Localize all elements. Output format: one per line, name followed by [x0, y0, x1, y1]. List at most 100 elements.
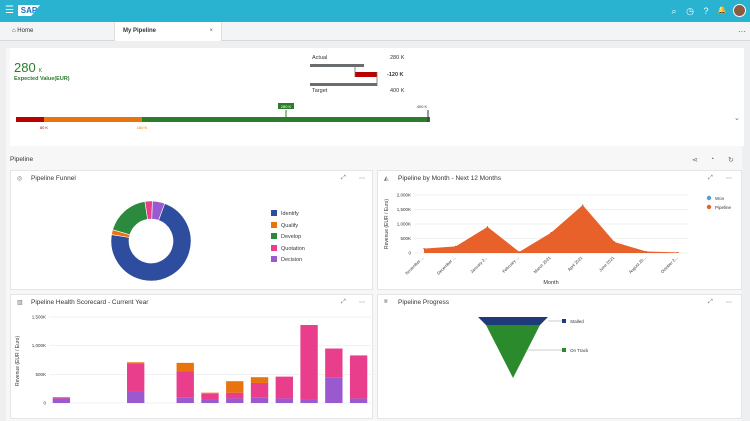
chevron-down-icon[interactable]: ⌄	[734, 115, 740, 122]
funnel-donut	[110, 200, 192, 282]
donut-slice-develop[interactable]	[112, 201, 148, 236]
bar-segment[interactable]	[127, 362, 145, 365]
donut-slice-identify[interactable]	[110, 203, 192, 282]
donut-slice-decision[interactable]	[151, 200, 166, 221]
kpi-unit: K	[38, 68, 43, 74]
kpi-label: Expected Value(EUR)	[14, 76, 70, 82]
pipeline-by-month-card: ◭ Pipeline by Month - Next 12 Months ⤢ ⋯…	[377, 170, 742, 290]
x-tick-label: December ...	[436, 255, 456, 275]
expand-icon[interactable]: ⤢	[708, 299, 713, 305]
y-tick-label: 2,000K	[397, 193, 411, 198]
bar-segment[interactable]	[52, 398, 71, 403]
tab-my-pipeline[interactable]: My Pipeline ×	[114, 22, 222, 41]
legend-item-decision[interactable]: Decision	[271, 256, 305, 263]
avatar[interactable]	[733, 4, 746, 17]
delta-value: -120 K	[387, 72, 404, 78]
bar-segment[interactable]	[275, 398, 293, 403]
x-tick-label: August 20...	[628, 255, 647, 274]
y-tick-label: 500K	[35, 372, 46, 377]
bar-segment[interactable]	[52, 397, 71, 399]
data-point[interactable]	[518, 251, 520, 253]
legend-item-qualify[interactable]: Qualify	[271, 221, 305, 229]
search-icon[interactable]: ⌕	[671, 6, 677, 16]
bar-segment[interactable]	[176, 397, 194, 403]
y-axis-label: Revenue (EUR / Euro)	[384, 199, 390, 249]
bar-segment[interactable]	[325, 348, 343, 378]
bar-segment[interactable]	[127, 364, 145, 392]
x-tick-label: November ...	[404, 255, 424, 275]
bar-segment[interactable]	[250, 382, 269, 398]
expand-icon[interactable]: ⤢	[341, 175, 346, 181]
bar-segment[interactable]	[275, 376, 293, 399]
progress-funnel: Stalled On Track	[478, 317, 589, 378]
expand-icon[interactable]: ⤢	[708, 175, 713, 181]
more-icon[interactable]: ⋯	[359, 300, 365, 306]
bar-segment[interactable]	[176, 362, 194, 372]
by-month-chart: Revenue (EUR / Euro) 2,000K 1,500K 1,000K 50…	[384, 193, 732, 287]
bar-segment[interactable]	[226, 392, 244, 399]
close-icon[interactable]: ×	[209, 28, 213, 34]
bar-segment[interactable]	[127, 391, 145, 403]
menu-icon[interactable]: ☰	[5, 5, 14, 16]
data-point[interactable]	[455, 245, 457, 247]
bar-segment[interactable]	[325, 377, 343, 403]
marker-target-text: 400 K	[417, 104, 428, 109]
settings-icon[interactable]: ◔	[710, 156, 715, 163]
help-icon[interactable]: ?	[703, 6, 709, 16]
funnel-on-track	[486, 325, 540, 378]
legend-item-develop[interactable]: Develop	[271, 233, 305, 240]
bar-segment[interactable]	[300, 399, 318, 403]
data-point[interactable]	[550, 232, 552, 234]
kpi-number: 280	[14, 60, 36, 75]
legend-label: Decision	[281, 257, 303, 263]
history-icon[interactable]: ◷	[686, 6, 694, 16]
bar-segment[interactable]	[176, 371, 194, 398]
tab-home[interactable]: ⌂ Home	[4, 22, 114, 41]
more-icon[interactable]: ⋯	[726, 176, 732, 182]
card-title: Pipeline by Month - Next 12 Months	[398, 175, 501, 182]
legend-label: Qualify	[281, 222, 299, 229]
refresh-icon[interactable]: ↻	[728, 157, 734, 164]
y-tick-label: 0	[43, 401, 46, 406]
bar-segment[interactable]	[201, 393, 219, 400]
more-icon[interactable]: ⋯	[738, 27, 746, 36]
bar-segment[interactable]	[201, 399, 219, 403]
bar-segment[interactable]	[300, 325, 318, 400]
legend-item-quotation[interactable]: Quotation	[271, 244, 305, 252]
share-icon[interactable]: ⋖	[692, 157, 698, 164]
data-point[interactable]	[613, 241, 616, 243]
kpi-card: 280 K Expected Value(EUR) Actual 280 K -1…	[10, 48, 744, 146]
data-point[interactable]	[486, 226, 489, 228]
target-value: 400 K	[390, 88, 405, 94]
data-point[interactable]	[423, 248, 425, 250]
legend-swatch	[271, 221, 277, 228]
legend-label-won[interactable]: Won	[715, 196, 725, 201]
bar-segment[interactable]	[201, 392, 219, 394]
data-point[interactable]	[645, 250, 647, 253]
bar-segment[interactable]	[250, 397, 269, 403]
more-icon[interactable]: ⋯	[726, 300, 732, 306]
tick-mid: 160 K	[137, 125, 148, 130]
section-title: Pipeline	[10, 156, 34, 163]
sap-logo[interactable]: SAP	[18, 5, 40, 16]
bar-segment[interactable]	[250, 377, 269, 383]
expand-icon[interactable]: ⤢	[341, 299, 346, 305]
home-icon: ⌂	[12, 28, 18, 34]
legend-item-identify[interactable]: Identify	[271, 210, 305, 217]
legend-label-pipeline[interactable]: Pipeline	[715, 205, 732, 210]
bell-icon[interactable]: 🔔	[717, 7, 727, 14]
variance-chart	[310, 64, 378, 86]
actual-label: Actual	[312, 55, 328, 61]
legend-swatch	[271, 233, 277, 239]
more-icon[interactable]: ⋯	[359, 176, 365, 182]
data-point[interactable]	[677, 251, 679, 254]
shell-bar: ☰ SAP ⌕ ◷ ? 🔔	[0, 0, 750, 22]
bar-segment[interactable]	[349, 355, 368, 399]
kpi-value: 280 K	[14, 60, 42, 75]
series-pipeline-area[interactable]	[424, 205, 678, 253]
bar-segment[interactable]	[349, 398, 368, 403]
legend-swatch	[271, 256, 277, 262]
data-point[interactable]	[582, 204, 584, 206]
bar-segment[interactable]	[226, 398, 244, 403]
bar-segment[interactable]	[226, 381, 244, 393]
